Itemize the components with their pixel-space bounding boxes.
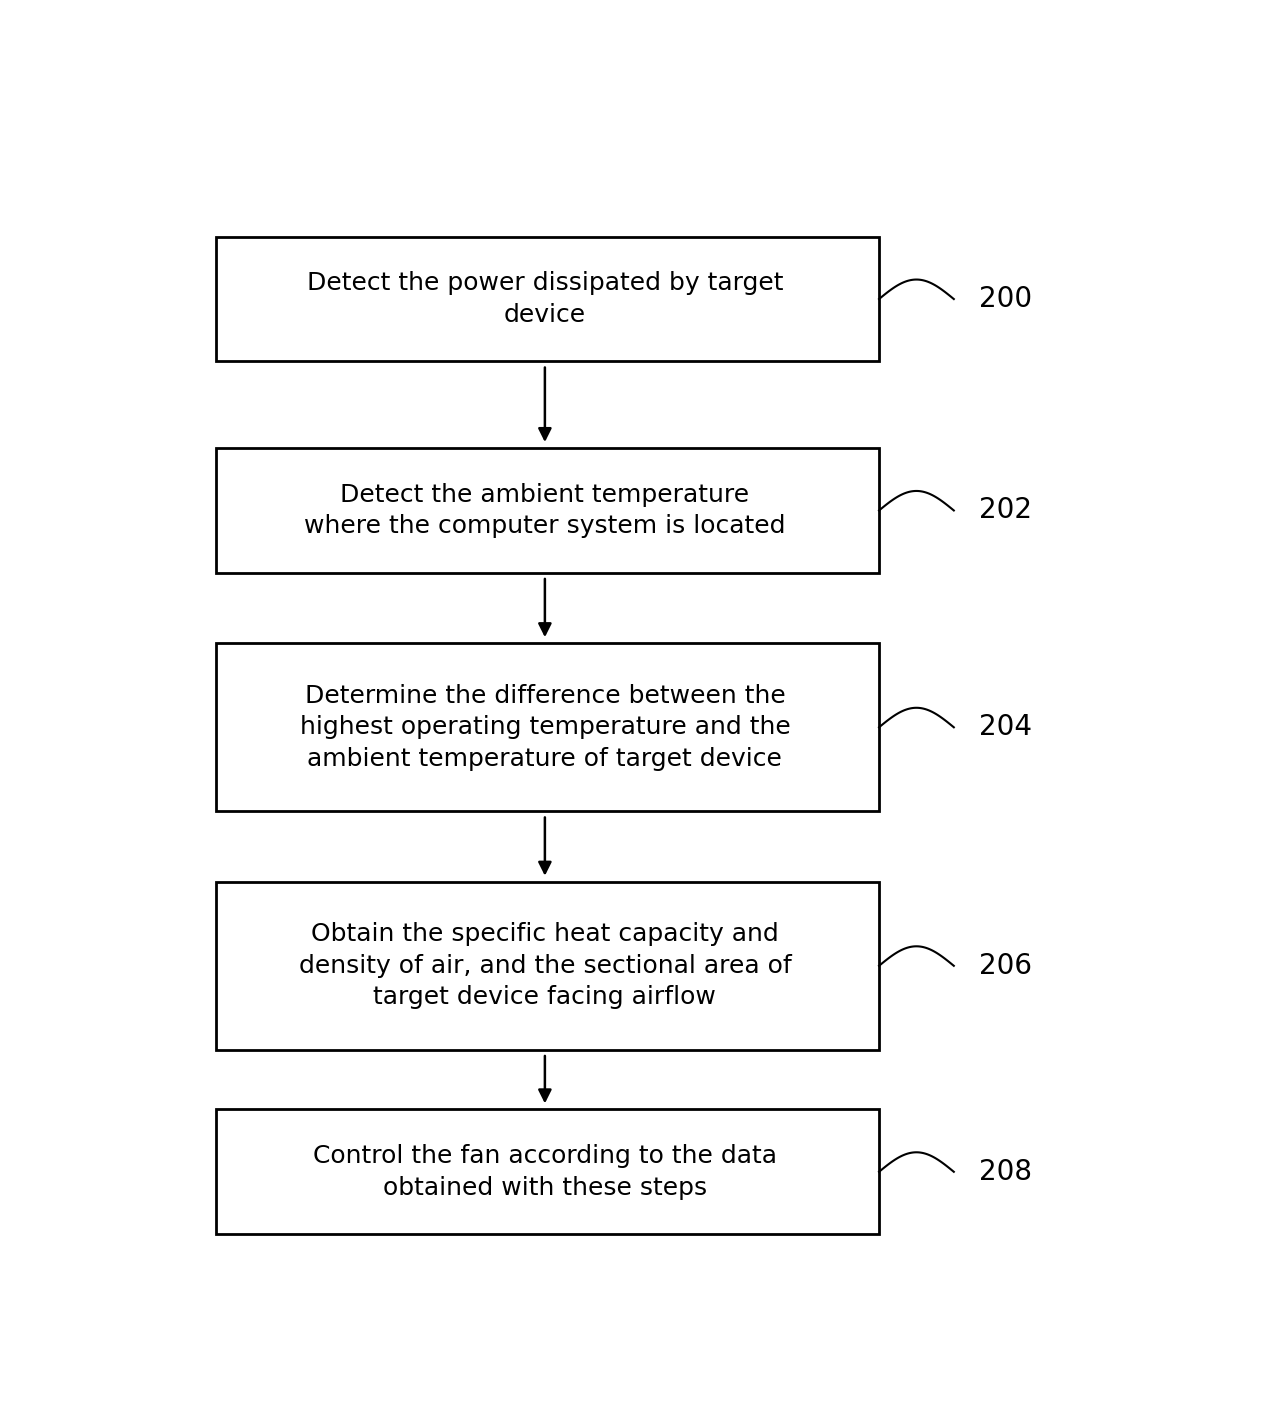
- Bar: [216, 1110, 879, 1235]
- Text: 204: 204: [978, 714, 1032, 741]
- Text: 206: 206: [978, 952, 1032, 980]
- Text: Control the fan according to the data
obtained with these steps: Control the fan according to the data ob…: [313, 1145, 777, 1200]
- Text: 200: 200: [978, 284, 1032, 313]
- Text: Detect the power dissipated by target
device: Detect the power dissipated by target de…: [306, 272, 782, 327]
- Bar: [216, 448, 879, 573]
- Text: 208: 208: [978, 1157, 1032, 1186]
- Bar: [216, 643, 879, 811]
- Text: Obtain the specific heat capacity and
density of air, and the sectional area of
: Obtain the specific heat capacity and de…: [299, 922, 792, 1010]
- Text: 202: 202: [978, 497, 1032, 524]
- Text: Determine the difference between the
highest operating temperature and the
ambie: Determine the difference between the hig…: [300, 684, 790, 772]
- Bar: [216, 237, 879, 362]
- Bar: [216, 881, 879, 1050]
- Text: Detect the ambient temperature
where the computer system is located: Detect the ambient temperature where the…: [304, 483, 785, 538]
